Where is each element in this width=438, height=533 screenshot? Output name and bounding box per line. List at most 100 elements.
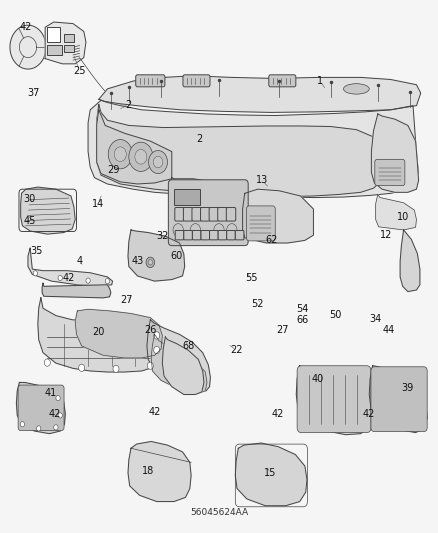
Text: 26: 26	[144, 325, 156, 335]
Text: 42: 42	[148, 407, 161, 417]
Circle shape	[44, 359, 50, 366]
Text: 55: 55	[245, 273, 258, 283]
Bar	[64, 45, 74, 52]
Circle shape	[190, 224, 201, 236]
Polygon shape	[28, 248, 113, 286]
Text: 43: 43	[131, 256, 144, 266]
Text: 66: 66	[297, 315, 309, 325]
FancyBboxPatch shape	[192, 230, 201, 240]
Text: 45: 45	[23, 215, 35, 225]
Text: 2: 2	[197, 134, 203, 143]
Circle shape	[58, 413, 62, 418]
Polygon shape	[99, 76, 421, 112]
FancyBboxPatch shape	[201, 230, 209, 240]
FancyBboxPatch shape	[218, 207, 227, 221]
Text: 32: 32	[156, 231, 169, 241]
Circle shape	[113, 365, 119, 373]
Circle shape	[129, 142, 153, 172]
Text: 1: 1	[317, 76, 323, 86]
Polygon shape	[170, 177, 245, 241]
Polygon shape	[162, 337, 204, 394]
Polygon shape	[371, 114, 419, 192]
FancyBboxPatch shape	[201, 207, 210, 221]
Circle shape	[214, 224, 224, 236]
FancyBboxPatch shape	[192, 207, 201, 221]
Text: 27: 27	[120, 295, 133, 305]
Text: 54: 54	[297, 304, 309, 314]
Polygon shape	[369, 366, 427, 433]
Polygon shape	[296, 366, 371, 435]
FancyBboxPatch shape	[18, 385, 64, 431]
Text: 50: 50	[328, 310, 341, 320]
Circle shape	[79, 364, 85, 372]
Polygon shape	[147, 320, 210, 392]
Polygon shape	[10, 25, 46, 69]
Circle shape	[108, 140, 132, 169]
Polygon shape	[88, 100, 419, 198]
Text: 14: 14	[92, 199, 104, 209]
Text: 22: 22	[230, 345, 242, 355]
Polygon shape	[38, 298, 162, 372]
Circle shape	[148, 260, 152, 265]
Text: 10: 10	[397, 212, 410, 222]
FancyBboxPatch shape	[297, 366, 371, 433]
Bar	[47, 27, 60, 42]
Text: 29: 29	[108, 165, 120, 175]
FancyBboxPatch shape	[226, 207, 236, 221]
Text: 62: 62	[265, 236, 278, 245]
Circle shape	[147, 362, 153, 369]
FancyBboxPatch shape	[184, 230, 192, 240]
FancyBboxPatch shape	[209, 207, 219, 221]
Text: 20: 20	[92, 327, 104, 337]
Circle shape	[54, 425, 58, 430]
FancyBboxPatch shape	[269, 75, 296, 87]
Polygon shape	[21, 187, 75, 234]
Text: 42: 42	[20, 22, 32, 33]
Polygon shape	[97, 110, 172, 184]
Polygon shape	[75, 309, 162, 358]
Text: 56045624AA: 56045624AA	[190, 508, 248, 517]
FancyBboxPatch shape	[227, 230, 235, 240]
Polygon shape	[128, 230, 185, 281]
Circle shape	[114, 147, 126, 161]
Text: 68: 68	[183, 341, 195, 351]
Polygon shape	[45, 22, 86, 64]
Circle shape	[154, 332, 160, 339]
Circle shape	[86, 278, 90, 283]
Text: 34: 34	[370, 314, 382, 324]
Circle shape	[153, 156, 163, 168]
Polygon shape	[97, 104, 384, 197]
Text: 42: 42	[63, 273, 75, 283]
Text: 60: 60	[171, 251, 183, 261]
Polygon shape	[128, 441, 191, 502]
Text: 52: 52	[251, 299, 264, 309]
Circle shape	[58, 276, 62, 280]
Text: 42: 42	[49, 409, 61, 419]
Circle shape	[173, 224, 184, 236]
Text: 35: 35	[30, 246, 43, 256]
FancyBboxPatch shape	[184, 207, 193, 221]
FancyBboxPatch shape	[371, 367, 427, 432]
Polygon shape	[243, 189, 314, 243]
Polygon shape	[151, 334, 207, 393]
Circle shape	[135, 149, 147, 164]
Circle shape	[148, 150, 167, 174]
Text: 42: 42	[362, 409, 374, 419]
Text: 15: 15	[264, 468, 277, 478]
Text: 39: 39	[402, 383, 414, 393]
Circle shape	[146, 257, 155, 268]
Polygon shape	[42, 283, 111, 298]
Circle shape	[33, 271, 37, 276]
Ellipse shape	[343, 84, 369, 94]
Bar	[174, 189, 200, 205]
FancyBboxPatch shape	[175, 230, 184, 240]
FancyBboxPatch shape	[247, 206, 275, 241]
Text: 42: 42	[272, 409, 284, 419]
Text: 2: 2	[126, 100, 132, 110]
Bar	[64, 34, 74, 42]
FancyBboxPatch shape	[168, 180, 248, 246]
Polygon shape	[235, 443, 307, 506]
Text: 41: 41	[45, 388, 57, 398]
FancyBboxPatch shape	[183, 75, 210, 87]
Circle shape	[36, 426, 41, 431]
